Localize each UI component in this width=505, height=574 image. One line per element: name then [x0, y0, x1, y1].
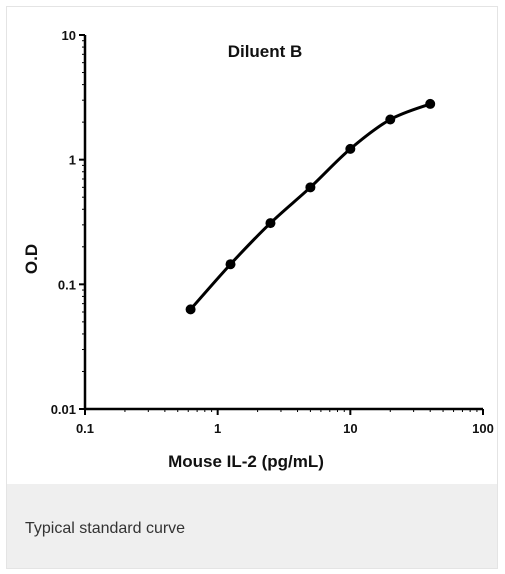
data-point-4 — [345, 143, 356, 154]
y-tick-label-0: 0.01 — [51, 402, 76, 417]
series-line-0 — [189, 102, 431, 311]
chart-title: Diluent B — [228, 42, 303, 61]
caption-text: Typical standard curve — [25, 520, 186, 537]
data-point-1 — [225, 259, 236, 270]
y-axis-title: O.D — [22, 244, 41, 274]
x-tick-label-3: 100 — [472, 421, 494, 436]
data-point-2 — [265, 218, 276, 229]
y-tick-label-1: 0.1 — [58, 277, 76, 292]
chart-area: 0.1 1 10 100 0.01 0.1 1 10 Diluent B Mouse IL-2… — [7, 7, 497, 484]
data-point-3 — [305, 182, 316, 193]
caption-bar: Typical standard curve — [7, 484, 497, 568]
x-tick-label-2: 10 — [343, 421, 357, 436]
chart-axes — [83, 35, 483, 411]
x-tick-label-1: 1 — [214, 421, 221, 436]
data-point-0 — [185, 304, 196, 315]
y-tick-label-2: 1 — [69, 153, 76, 168]
data-point-5 — [385, 114, 396, 125]
y-tick-label-3: 10 — [62, 28, 76, 43]
x-axis-title: Mouse IL-2 (pg/mL) — [168, 452, 324, 471]
chart-series — [185, 98, 436, 315]
data-point-6 — [425, 98, 436, 109]
figure-card: 0.1 1 10 100 0.01 0.1 1 10 Diluent B Mouse IL-2… — [6, 6, 498, 569]
x-tick-label-0: 0.1 — [76, 421, 94, 436]
